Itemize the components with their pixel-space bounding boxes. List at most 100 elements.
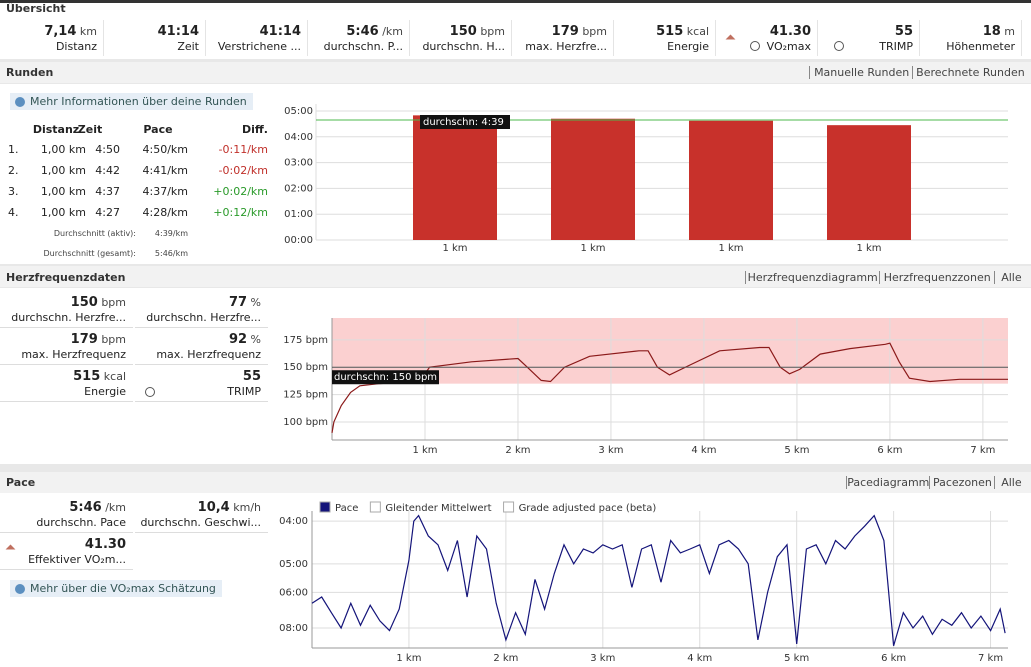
overview-value: 515 kcal [615,24,709,39]
tab[interactable]: Pacediagramm [845,476,930,489]
overview-separator [409,20,410,56]
table-header: Distanz [32,123,80,136]
value: 5:46 [69,500,102,515]
table-cell: 2. [8,164,19,177]
value: 10,4 [197,500,230,515]
overview-label: durchschn. P... [323,40,403,53]
panel [270,493,1031,667]
table-cell: 1,00 km [40,164,86,177]
overview-separator [919,20,920,56]
table-cell: 4:50/km [142,143,189,156]
legend-label: Gleitender Mittelwert [385,503,491,514]
overview-separator [817,20,818,56]
panel [0,3,1031,17]
info-icon [15,97,25,107]
tab[interactable]: Herzfrequenzzonen [878,271,995,284]
help-icon [145,387,155,397]
value: 41.30 [84,537,126,552]
stat-cell-border [0,364,133,365]
overview-label: Verstrichene ... [217,40,301,53]
value: 41:14 [259,24,301,39]
unit: km [79,25,97,38]
stat-value: 92 % [135,332,261,347]
value: 41.30 [769,24,811,39]
table-cell: 4:37/km [142,185,189,198]
y-tick-label: 03:00 [284,158,313,169]
overview-value: 41.30 [717,24,811,39]
top-strip [0,0,1031,3]
unit: % [250,296,261,309]
tab[interactable]: Alle [993,476,1028,489]
help-icon [750,41,760,51]
overview-separator [1021,20,1022,56]
value: 5:46 [346,24,379,39]
stat-value: 77 % [135,295,261,310]
tab[interactable]: Herzfrequenzdiagramm [744,271,880,284]
unit: kcal [686,25,709,38]
section-bar [0,472,1031,493]
x-tick-label: 1 km [442,243,467,254]
stat-cell-border [135,327,268,328]
unit: bpm [101,296,126,309]
stat-value: 515 kcal [0,369,126,384]
x-tick-label: 5 km [784,653,809,664]
y-tick-label: 01:00 [284,209,313,220]
x-tick-label: 5 km [784,445,809,456]
tab[interactable]: Pacezonen [929,476,995,489]
overview-value: 179 bpm [513,24,607,39]
x-tick-label: 7 km [970,445,995,456]
bar [413,115,497,240]
value: 77 [228,295,248,310]
stat-cell-border [0,532,133,533]
average-label: durchschn: 150 bpm [334,372,437,383]
stat-label: durchschn. Herzfre... [11,311,126,324]
panel [0,17,1031,59]
y-tick-label: 08:00 [279,623,308,634]
overview-label: Höhenmeter [946,40,1015,53]
overview-label: durchschn. H... [422,40,505,53]
bar [827,125,911,240]
x-tick-label: 1 km [856,243,881,254]
y-tick-label: 02:00 [284,183,313,194]
info-box[interactable]: Mehr über die VO₂max Schätzung [10,580,222,597]
section-title: Pace [6,476,36,489]
info-box[interactable]: Mehr Informationen über deine Runden [10,93,253,110]
overview-label: Distanz [55,40,97,53]
tab[interactable]: Manuelle Runden [809,66,913,79]
unit: /km [105,501,126,514]
section-title: Herzfrequenzdaten [6,271,126,284]
average-label-bg [420,115,510,129]
summary-label: Durchschnitt (aktiv): [53,229,136,238]
legend-swatch [503,501,515,513]
stat-value: 41.30 [0,537,126,552]
table-header: Zeit [77,123,103,136]
value: 7,14 [44,24,77,39]
summary-label: Durchschnitt (gesamt): [43,249,137,258]
y-tick-label: 175 bpm [283,335,328,346]
x-tick-label: 7 km [978,653,1003,664]
overview-value: 5:46 /km [309,24,403,39]
summary-value: 4:39/km [154,229,188,238]
tab[interactable]: Berechnete Runden [911,66,1028,79]
overview-separator [103,20,104,56]
y-tick-label: 100 bpm [283,417,328,428]
legend-swatch [369,501,381,513]
tab[interactable]: Alle [993,271,1028,284]
value: 55 [894,24,913,39]
overview-value: 41:14 [207,24,301,39]
table-header: Pace [143,123,173,136]
x-tick-label: 1 km [396,653,421,664]
panel [0,288,270,464]
x-tick-label: 6 km [877,445,902,456]
value: 179 [70,332,98,347]
x-tick-label: 4 km [691,445,716,456]
x-tick-label: 1 km [718,243,743,254]
unit: /km [382,25,403,38]
stat-label: TRIMP [227,385,261,398]
value: 150 [449,24,477,39]
help-icon [834,41,844,51]
table-cell: 1,00 km [40,185,86,198]
bar [689,120,773,240]
